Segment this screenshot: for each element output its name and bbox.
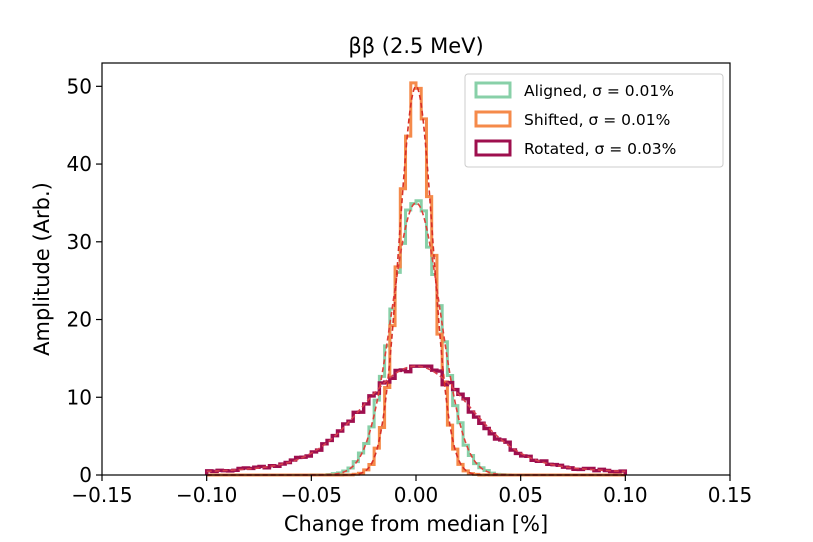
x-tick-label: −0.15 xyxy=(71,483,132,507)
x-axis-label: Change from median [%] xyxy=(284,512,548,536)
legend: Aligned, σ = 0.01% Shifted, σ = 0.01% Rota… xyxy=(464,73,724,168)
legend-swatch xyxy=(474,110,512,128)
x-axis: −0.15 −0.10 −0.05 0.00 0.05 0.10 0.15 xyxy=(71,475,752,507)
series-fit-3 xyxy=(206,365,626,473)
series-fit-1 xyxy=(206,202,626,476)
y-tick-label: 50 xyxy=(67,74,92,98)
y-tick-label: 40 xyxy=(67,152,92,176)
x-tick-label: 0.15 xyxy=(708,483,753,507)
series-histogram-3 xyxy=(204,364,628,475)
x-tick-label: −0.05 xyxy=(281,483,342,507)
x-tick-label: 0.10 xyxy=(603,483,648,507)
x-tick-label: 0.00 xyxy=(394,483,439,507)
legend-label: Shifted, σ = 0.01% xyxy=(524,111,670,129)
legend-label: Aligned, σ = 0.01% xyxy=(524,82,674,100)
chart-title: ββ (2.5 MeV) xyxy=(348,34,483,58)
y-tick-label: 20 xyxy=(67,308,92,332)
legend-label: Rotated, σ = 0.03% xyxy=(524,140,676,158)
y-tick-label: 0 xyxy=(79,463,92,487)
legend-items: Aligned, σ = 0.01% Shifted, σ = 0.01% Rota… xyxy=(474,81,676,158)
y-axis-label: Amplitude (Arb.) xyxy=(30,182,54,356)
y-tick-label: 10 xyxy=(67,385,92,409)
legend-swatch xyxy=(474,139,512,157)
legend-swatch xyxy=(474,81,512,99)
x-tick-label: 0.05 xyxy=(498,483,543,507)
y-axis: 0 10 20 30 40 50 xyxy=(67,74,102,487)
legend-frame xyxy=(464,73,724,168)
series-histogram-1 xyxy=(206,199,626,477)
x-tick-label: −0.10 xyxy=(176,483,237,507)
y-tick-label: 30 xyxy=(67,230,92,254)
